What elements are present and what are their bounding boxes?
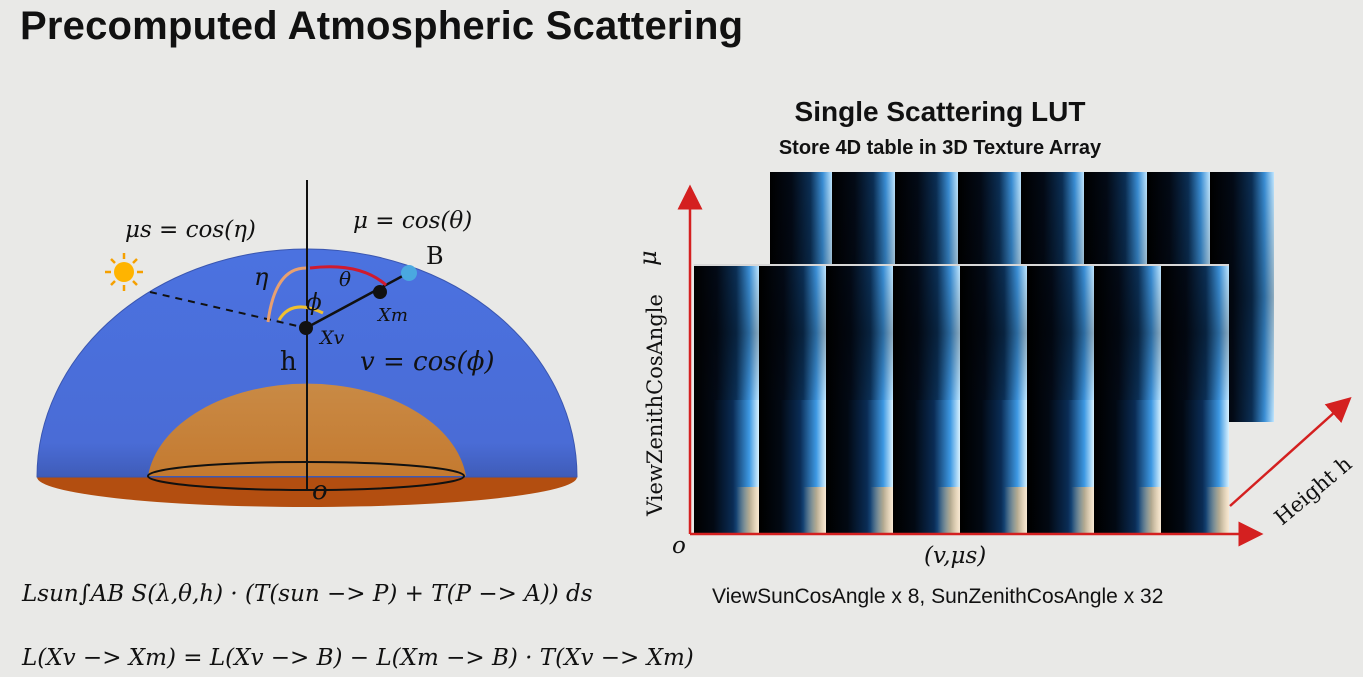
label-theta: θ: [339, 267, 351, 291]
lut-front-column-top: [694, 266, 759, 400]
sun-icon: [105, 253, 143, 291]
lut-front-column-top: [1096, 266, 1161, 400]
phi-arc: [277, 305, 324, 321]
lut-front-column-bottom: [828, 400, 893, 534]
point-b: [401, 265, 417, 281]
sun-direction-line: [149, 291, 307, 329]
lut-title: Single Scattering LUT: [794, 96, 1086, 127]
lut-front-column-bottom: [1163, 400, 1229, 534]
label-h: h: [280, 347, 297, 377]
label-mu: μ = cos(θ): [353, 208, 472, 234]
label-nu: v = cos(ϕ): [360, 347, 495, 377]
lut-front-column-bottom: [895, 400, 960, 534]
lut-front-column-top: [1163, 266, 1229, 400]
theta-arc: [309, 265, 387, 287]
lut-front-column-bottom: [761, 400, 826, 534]
atmosphere-diagram: μs = cos(η) μ = cos(θ) B η θ ϕ Xm Xv h v…: [36, 180, 578, 507]
point-xv: [299, 321, 313, 335]
label-mu-s: μs = cos(η): [125, 217, 256, 243]
label-xv: Xv: [318, 327, 345, 349]
lut-front-column-bottom: [962, 400, 1027, 534]
lut-front-column-bottom: [694, 400, 759, 534]
lut-origin-label: o: [672, 533, 686, 559]
label-phi: ϕ: [306, 290, 322, 316]
lut-front-column-bottom: [1029, 400, 1094, 534]
lut-y-symbol: μ: [634, 250, 662, 266]
lut-front-column-bottom: [1096, 400, 1161, 534]
label-b: B: [426, 242, 444, 270]
lut-depth-axis: [1229, 396, 1352, 507]
lut-front-layer: [694, 264, 1229, 534]
lut-y-axis-label: ViewZenithCosAngle: [643, 294, 667, 517]
radiance-difference-formula: L(Xv −> Xm) = L(Xv −> B) − L(Xm −> B) · …: [22, 645, 694, 671]
lut-front-column-top: [895, 266, 960, 400]
view-ray: [305, 270, 411, 330]
lut-front-column-top: [828, 266, 893, 400]
lut-front-column-top: [962, 266, 1027, 400]
lut-caption: ViewSunCosAngle x 8, SunZenithCosAngle x…: [712, 585, 1164, 608]
label-origin: o: [312, 476, 328, 506]
label-xm: Xm: [376, 305, 408, 326]
lut-depth-axis-label: Height h: [1270, 452, 1357, 530]
lut-front-column-top: [761, 266, 826, 400]
point-xm: [373, 285, 387, 299]
scattering-integral-formula: Lsun∫AB S(λ,θ,h) · (T(sun −> P) + T(P −>…: [22, 581, 593, 607]
label-eta: η: [254, 263, 269, 291]
lut-front-column-top: [1029, 266, 1094, 400]
lut-axes: μ ViewZenithCosAngle o (v,μs) Height h: [634, 184, 1357, 569]
eta-arc: [266, 266, 307, 323]
page-title: Precomputed Atmospheric Scattering: [20, 4, 744, 48]
lut-x-axis-label: (v,μs): [924, 543, 986, 569]
lut-subtitle: Store 4D table in 3D Texture Array: [778, 137, 1102, 159]
